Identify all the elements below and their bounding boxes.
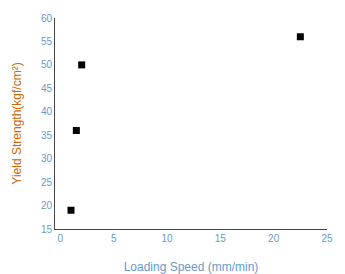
svg-text:0: 0 [58, 233, 64, 244]
svg-text:Loading Speed (mm/min): Loading Speed (mm/min) [124, 260, 259, 274]
svg-text:25: 25 [321, 233, 333, 244]
svg-text:50: 50 [41, 59, 53, 70]
svg-text:40: 40 [41, 106, 53, 117]
svg-text:15: 15 [41, 224, 53, 235]
svg-text:55: 55 [41, 36, 53, 47]
svg-text:60: 60 [41, 13, 53, 24]
svg-text:35: 35 [41, 130, 53, 141]
svg-text:Yield Strength(kgf/cm²): Yield Strength(kgf/cm²) [10, 62, 24, 184]
svg-text:25: 25 [41, 177, 53, 188]
svg-text:20: 20 [268, 233, 280, 244]
svg-text:10: 10 [161, 233, 173, 244]
svg-text:20: 20 [41, 200, 53, 211]
svg-text:30: 30 [41, 153, 53, 164]
svg-text:5: 5 [111, 233, 117, 244]
svg-text:45: 45 [41, 83, 53, 94]
svg-text:15: 15 [215, 233, 227, 244]
